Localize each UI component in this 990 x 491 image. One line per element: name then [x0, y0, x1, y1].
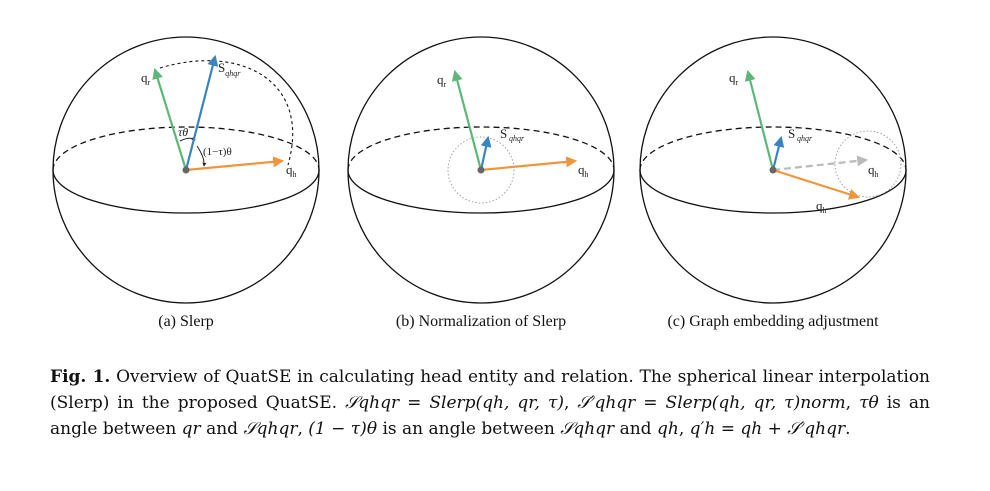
- origin-a: [182, 166, 190, 174]
- unit-circle-c: [834, 130, 902, 198]
- caption-math-7: 𝒮qhqr: [560, 419, 615, 439]
- origin-b: [477, 166, 485, 174]
- label-qh-new-c: qh: [816, 198, 827, 215]
- caption-math-8: qh: [656, 419, 679, 439]
- arrow-qh-a: [185, 156, 285, 172]
- slerp-arc: [159, 60, 294, 166]
- caption-c: (c) Graph embedding adjustment: [667, 313, 879, 330]
- label-s-c: S′qhqr: [788, 125, 813, 143]
- caption-text-2: ,: [564, 393, 578, 413]
- equator-back-a: [52, 126, 320, 171]
- figure-caption: Fig. 1. Overview of QuatSE in calculatin…: [50, 364, 930, 442]
- caption-b: (b) Normalization of Slerp: [396, 313, 566, 330]
- equator-front-c: [639, 169, 907, 214]
- caption-math-6: (1 − τ)θ: [308, 419, 378, 439]
- arrow-qr-b: [451, 69, 483, 171]
- label-qr-b: qr: [437, 72, 447, 89]
- panel-b: qr S′qhqr qh (b) Normalization of Slerp: [347, 36, 615, 330]
- label-qr-c: qr: [729, 70, 739, 87]
- caption-text-6: ,: [297, 419, 309, 439]
- label-qh-a: qh: [286, 162, 297, 179]
- equator-front-b: [347, 169, 615, 214]
- caption-text-4: is an angle between: [50, 393, 930, 439]
- arrow-qr-c: [744, 69, 775, 171]
- equator-front-a: [52, 169, 320, 214]
- caption-text-10: .: [845, 419, 851, 439]
- caption-text-3: ,: [845, 393, 860, 413]
- label-s-a: Sqhqr: [218, 60, 241, 78]
- label-tau-theta: τθ: [178, 125, 188, 139]
- caption-text-8: and: [614, 419, 657, 439]
- caption-math-3: τθ: [859, 393, 879, 413]
- label-qh-old-c: qh: [868, 162, 879, 179]
- arrow-qh-new-c: [772, 168, 861, 200]
- caption-text-5: and: [200, 419, 244, 439]
- caption-math-2: 𝒮′qhqr = Slerp(qh, qr, τ)norm: [577, 393, 846, 413]
- caption-math-9: q′h = qh + 𝒮′qhqr: [689, 419, 846, 439]
- arrow-qr-a: [152, 67, 188, 171]
- arrow-s-a: [184, 54, 219, 171]
- arrow-s-b: [479, 135, 492, 171]
- caption-lead: Fig. 1.: [50, 367, 111, 387]
- caption-math-5: 𝒮qhqr: [243, 419, 298, 439]
- caption-math-1: 𝒮qhqr = Slerp(qh, qr, τ): [345, 393, 564, 413]
- panel-a: qr Sqhqr qh τθ (1−τ)θ (a) Slerp: [52, 36, 320, 330]
- caption-text-9: ,: [678, 419, 690, 439]
- caption-a: (a) Slerp: [158, 313, 214, 330]
- arrow-qh-b: [480, 156, 578, 172]
- figure-diagram: qr Sqhqr qh τθ (1−τ)θ (a) Slerp qr S′qhq…: [52, 36, 907, 330]
- caption-math-4: qr: [181, 419, 201, 439]
- equator-back-c: [639, 126, 907, 171]
- label-qh-b: qh: [578, 162, 589, 179]
- arrow-qh-old-c: [772, 155, 869, 172]
- label-qr-a: qr: [141, 70, 151, 87]
- arrow-s-c: [771, 135, 785, 171]
- origin-c: [769, 166, 777, 174]
- equator-back-b: [347, 126, 615, 171]
- label-s-b: S′qhqr: [500, 125, 525, 143]
- caption-text-7: is an angle between: [377, 419, 561, 439]
- caption-text-1: Overview of QuatSE in calculating head e…: [50, 367, 931, 413]
- panel-c: qr S′qhqr qh qh (c) Graph embedding adju…: [639, 36, 907, 330]
- angle-arc-one-minus-tau: [196, 145, 207, 167]
- label-one-minus-tau-theta: (1−τ)θ: [203, 146, 232, 158]
